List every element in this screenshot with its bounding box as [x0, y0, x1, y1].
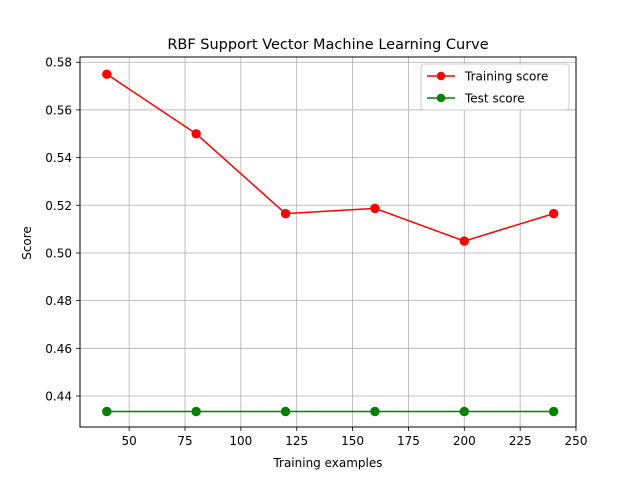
data-point — [102, 69, 112, 79]
legend: Training score Test score — [420, 63, 570, 111]
data-point — [191, 129, 201, 139]
data-point — [280, 406, 291, 417]
x-tick-label: 50 — [122, 434, 137, 448]
series-line — [106, 73, 554, 242]
x-tick-label: 100 — [229, 434, 252, 448]
data-point — [548, 406, 559, 417]
x-tick-label: 75 — [177, 434, 192, 448]
data-point — [459, 236, 469, 246]
plot-area-frame — [79, 56, 577, 428]
data-point — [191, 406, 201, 417]
y-tick-label: 0.46 — [45, 342, 72, 356]
series — [102, 69, 559, 417]
data-point — [280, 208, 291, 219]
y-tick-label: 0.54 — [45, 151, 72, 165]
series-training — [102, 69, 559, 246]
legend-marker — [436, 93, 446, 103]
legend-frame — [420, 63, 570, 111]
legend-entry: Training score — [427, 70, 548, 84]
y-tick-label: 0.50 — [45, 246, 72, 260]
data-point — [370, 203, 380, 214]
x-tick-label: 250 — [565, 434, 588, 448]
y-tick-label: 0.56 — [45, 103, 72, 117]
x-axis-title: Training examples — [272, 456, 382, 470]
x-tick-label: 125 — [285, 434, 308, 448]
data-point — [370, 406, 380, 417]
y-axis-title: Score — [20, 226, 34, 260]
x-tick-label: 225 — [509, 434, 532, 448]
axis-ticks: 50 75 100 125 150 175 200 225 250 0.44 0.46 0.48 0.5… — [45, 56, 587, 448]
x-tick-label: 200 — [453, 434, 476, 448]
data-point — [548, 208, 559, 219]
y-tick-label: 0.58 — [45, 56, 72, 70]
chart-title: RBF Support Vector Machine Learning Curv… — [167, 37, 488, 53]
legend-entry: Test score — [427, 92, 525, 106]
y-tick-label: 0.52 — [45, 199, 72, 213]
legend-label: Test score — [464, 92, 525, 106]
x-tick-label: 150 — [341, 434, 364, 448]
y-tick-label: 0.48 — [45, 294, 72, 308]
grid — [80, 57, 577, 427]
data-point — [102, 406, 112, 417]
y-tick-label: 0.44 — [45, 390, 72, 404]
data-point — [459, 406, 469, 417]
series-test — [102, 406, 559, 417]
legend-label: Training score — [464, 70, 548, 84]
legend-marker — [436, 71, 446, 81]
x-tick-label: 175 — [397, 434, 420, 448]
